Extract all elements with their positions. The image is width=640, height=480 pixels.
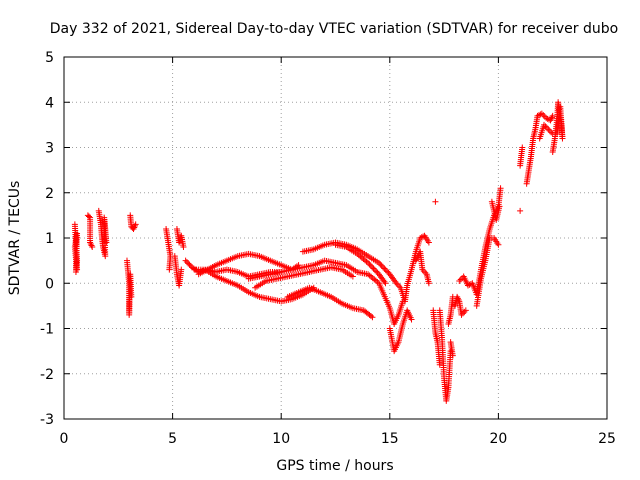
data-point — [554, 130, 561, 137]
y-axis-label: SDTVAR / TECUs — [7, 181, 23, 296]
data-point — [185, 260, 192, 267]
data-point — [377, 261, 384, 268]
data-point — [89, 244, 96, 251]
data-point — [381, 265, 388, 272]
y-tick-label: 1 — [45, 231, 54, 247]
y-tick-label: 4 — [45, 95, 54, 111]
data-point — [549, 112, 556, 119]
x-tick-label: 20 — [489, 431, 507, 447]
data-point — [378, 262, 385, 269]
x-axis-label: GPS time / hours — [276, 458, 393, 474]
data-point — [517, 207, 524, 214]
data-point — [166, 266, 173, 273]
data-point — [432, 198, 439, 205]
data-point — [373, 268, 380, 275]
data-point — [370, 265, 377, 272]
data-point — [369, 314, 376, 321]
data-point — [420, 233, 427, 240]
data-point — [295, 262, 302, 269]
data-point — [436, 361, 443, 368]
data-point — [183, 258, 190, 265]
y-tick-label: -2 — [40, 367, 54, 383]
data-point — [87, 241, 94, 248]
y-tick-label: -1 — [40, 322, 54, 338]
data-point — [178, 266, 185, 273]
data-point — [128, 293, 135, 300]
data-point — [408, 316, 415, 323]
grid — [64, 57, 607, 419]
data-point — [88, 242, 95, 249]
data-point — [456, 277, 463, 284]
data-point — [74, 266, 81, 273]
data-point — [543, 124, 550, 131]
data-point — [382, 266, 389, 273]
data-point — [425, 239, 432, 246]
data-point — [495, 241, 502, 248]
y-tick-label: 5 — [45, 50, 54, 66]
data-point — [367, 262, 374, 269]
data-point — [369, 264, 376, 271]
x-tick-label: 25 — [598, 431, 616, 447]
x-tick-label: 0 — [60, 431, 69, 447]
data-point — [365, 259, 372, 266]
data-point — [182, 257, 189, 264]
data-point — [180, 244, 187, 251]
data-point — [103, 239, 110, 246]
data-point — [85, 213, 92, 220]
data-point — [457, 276, 464, 283]
data-point — [366, 261, 373, 268]
data-point — [497, 185, 504, 192]
data-point — [537, 111, 544, 118]
data-point — [425, 280, 432, 287]
data-point — [367, 313, 374, 320]
data-point — [462, 307, 469, 314]
data-point — [449, 352, 456, 359]
data-point — [132, 221, 139, 228]
x-tick-label: 15 — [381, 431, 399, 447]
plot-frame — [63, 56, 608, 420]
data-point — [371, 266, 378, 273]
data-point — [349, 273, 356, 280]
y-tick-label: -3 — [40, 412, 54, 428]
data-point — [496, 203, 503, 210]
x-tick-label: 5 — [168, 431, 177, 447]
data-point — [382, 280, 389, 287]
data-point — [186, 261, 193, 268]
x-tick-label: 10 — [272, 431, 290, 447]
data-point — [461, 308, 468, 315]
data-point — [384, 268, 391, 275]
chart-title: Day 332 of 2021, Sidereal Day-to-day VTE… — [50, 21, 618, 37]
axis-ticks: 0 5 10 15 20 25 -3 -2 -1 0 1 2 3 4 5 — [40, 50, 616, 447]
y-tick-label: 0 — [45, 276, 54, 292]
data-point — [546, 127, 553, 134]
data-point — [540, 112, 547, 119]
y-tick-label: 3 — [45, 141, 54, 157]
data-point — [380, 264, 387, 271]
data-points — [71, 99, 566, 404]
data-point — [375, 259, 382, 266]
data-point — [519, 144, 526, 151]
y-tick-label: 2 — [45, 186, 54, 202]
